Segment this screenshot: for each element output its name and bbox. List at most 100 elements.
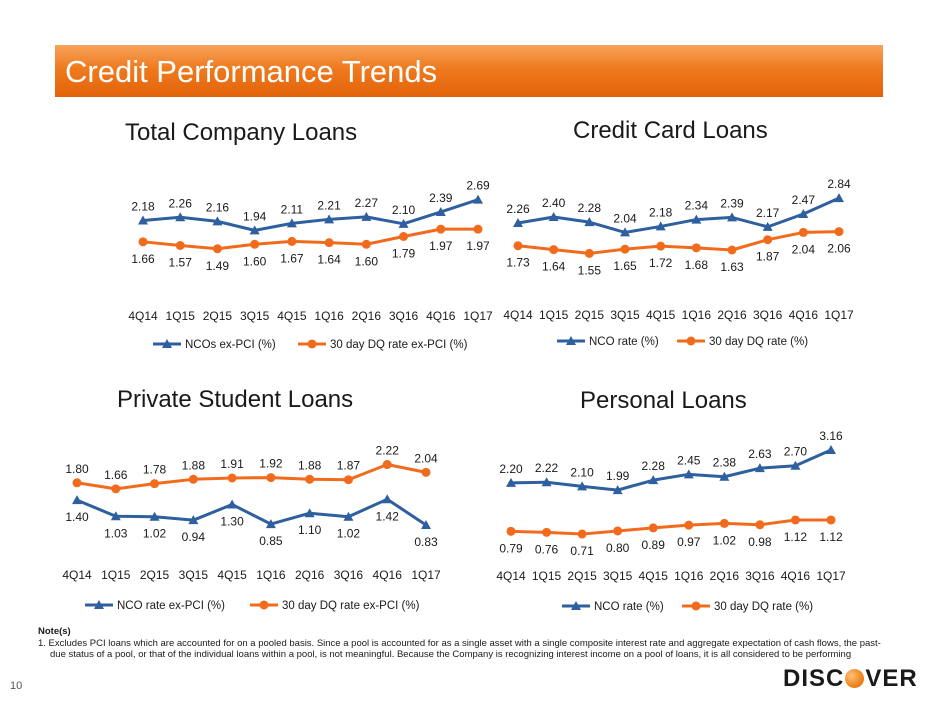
logo-text-end: VER bbox=[865, 665, 918, 692]
data-point bbox=[227, 499, 238, 509]
data-point bbox=[149, 511, 160, 521]
data-label: 1.94 bbox=[243, 209, 267, 223]
data-point bbox=[834, 227, 844, 237]
data-point bbox=[188, 515, 199, 525]
data-label: 2.28 bbox=[642, 459, 666, 473]
data-point bbox=[684, 520, 694, 530]
data-label: 0.71 bbox=[570, 544, 594, 558]
discover-logo: DISC VER bbox=[783, 665, 918, 693]
data-label: 2.22 bbox=[535, 461, 559, 475]
x-tick-label: 4Q15 bbox=[646, 308, 676, 322]
data-label: 0.76 bbox=[535, 542, 559, 556]
data-label: 2.18 bbox=[131, 200, 155, 214]
data-label: 2.28 bbox=[578, 201, 602, 215]
legend-label: 30 day DQ rate (%) bbox=[709, 336, 808, 348]
footnotes: Note(s) 1. Excludes PCI loans which are … bbox=[38, 626, 888, 661]
legend-label: NCO rate (%) bbox=[594, 601, 664, 613]
data-label: 0.79 bbox=[499, 541, 523, 555]
series-line bbox=[510, 448, 832, 492]
legend-marker bbox=[94, 600, 104, 609]
x-tick-label: 2Q15 bbox=[567, 569, 597, 583]
chart-title-private-student-loans: Private Student Loans bbox=[117, 386, 354, 413]
data-point bbox=[798, 209, 809, 218]
data-point bbox=[790, 460, 801, 470]
data-point bbox=[762, 221, 773, 231]
data-point bbox=[435, 206, 446, 216]
data-label: 2.10 bbox=[570, 465, 594, 479]
data-point bbox=[111, 484, 121, 494]
data-label: 1.30 bbox=[220, 515, 244, 529]
data-point bbox=[655, 221, 666, 231]
chart-private-student-loans: 1.40 1.03 1.02 0.94 1.30 0.85 1.10 1.02 1.42 0.83… bbox=[62, 444, 441, 612]
x-tick-label: 3Q16 bbox=[334, 568, 364, 582]
data-point bbox=[305, 474, 315, 484]
data-point bbox=[549, 245, 559, 255]
data-label: 1.02 bbox=[337, 527, 361, 541]
data-label: 1.87 bbox=[337, 459, 361, 473]
data-point bbox=[249, 225, 260, 235]
data-label: 2.47 bbox=[792, 193, 816, 207]
data-label: 2.10 bbox=[392, 203, 416, 217]
data-label: 2.16 bbox=[206, 200, 230, 214]
legend-marker bbox=[566, 336, 576, 345]
series-line bbox=[142, 198, 479, 232]
legend-marker bbox=[691, 601, 701, 611]
data-point bbox=[798, 227, 808, 237]
x-tick-label: 2Q16 bbox=[717, 308, 747, 322]
data-label: 1.49 bbox=[206, 259, 230, 273]
x-tick-label: 4Q14 bbox=[503, 308, 533, 322]
chart-personal-loans: 2.20 2.22 2.10 1.99 2.28 2.45 2.38 2.63 2.70 3.16… bbox=[496, 429, 846, 613]
data-point bbox=[727, 212, 737, 222]
data-point bbox=[398, 218, 409, 228]
chart-title-personal-loans: Personal Loans bbox=[580, 387, 747, 414]
data-point bbox=[212, 244, 222, 254]
x-tick-label: 4Q15 bbox=[217, 568, 247, 582]
x-tick-label: 2Q16 bbox=[710, 569, 740, 583]
data-point bbox=[473, 194, 483, 204]
data-point bbox=[763, 235, 773, 245]
legend-label: NCOs ex-PCI (%) bbox=[185, 339, 276, 351]
data-label: 1.64 bbox=[542, 260, 566, 274]
x-tick-label: 1Q17 bbox=[816, 569, 846, 583]
x-tick-label: 1Q17 bbox=[824, 308, 854, 322]
data-label: 2.04 bbox=[792, 242, 816, 256]
data-point bbox=[188, 474, 198, 484]
data-label: 2.26 bbox=[169, 196, 193, 210]
data-label: 1.02 bbox=[143, 527, 167, 541]
x-tick-label: 3Q15 bbox=[240, 309, 270, 323]
data-label: 1.99 bbox=[606, 469, 630, 483]
data-point bbox=[656, 241, 666, 251]
x-tick-label: 3Q15 bbox=[603, 569, 633, 583]
x-tick-label: 1Q17 bbox=[463, 309, 493, 323]
data-label: 2.63 bbox=[748, 447, 772, 461]
x-tick-label: 1Q15 bbox=[532, 569, 562, 583]
data-label: 2.20 bbox=[499, 462, 523, 476]
x-tick-label: 3Q15 bbox=[179, 568, 209, 582]
chart-credit-card-loans: 2.26 2.40 2.28 2.04 2.18 2.34 2.39 2.17 2.47 2.84… bbox=[503, 177, 854, 348]
x-tick-label: 2Q15 bbox=[203, 309, 233, 323]
data-label: 2.39 bbox=[429, 191, 453, 205]
data-label: 2.17 bbox=[756, 206, 780, 220]
data-point bbox=[577, 529, 587, 539]
data-point bbox=[612, 485, 623, 495]
data-label: 1.72 bbox=[649, 256, 673, 270]
x-tick-label: 1Q15 bbox=[166, 309, 196, 323]
legend-marker bbox=[259, 600, 269, 610]
data-point bbox=[324, 238, 334, 248]
logo-orange-circle bbox=[845, 669, 865, 688]
data-label: 1.12 bbox=[819, 530, 843, 544]
title-banner: Credit Performance Trends bbox=[55, 45, 883, 97]
data-point bbox=[826, 515, 836, 525]
data-label: 1.67 bbox=[280, 251, 304, 265]
page-number: 10 bbox=[10, 680, 23, 692]
notes-heading: Note(s) bbox=[38, 626, 71, 637]
x-tick-label: 4Q14 bbox=[496, 569, 526, 583]
legend-marker bbox=[571, 601, 581, 610]
data-point bbox=[648, 475, 659, 485]
series-line bbox=[517, 230, 840, 255]
data-point bbox=[324, 214, 335, 224]
chart-total-company-loans: 2.18 2.26 2.16 1.94 2.11 2.21 2.27 2.10 2.39 2.69… bbox=[128, 179, 493, 351]
data-point bbox=[613, 526, 623, 536]
x-tick-label: 2Q16 bbox=[295, 568, 325, 582]
legend-marker bbox=[686, 336, 696, 346]
